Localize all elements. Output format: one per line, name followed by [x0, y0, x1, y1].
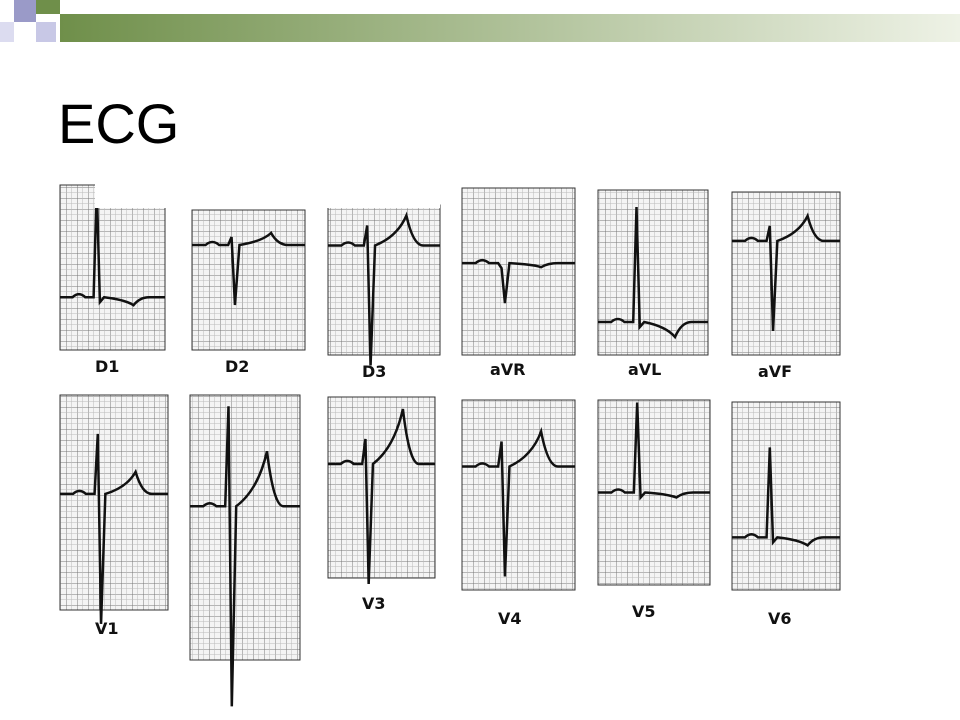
ecg-grid: [327, 204, 441, 356]
ecg-grid: [731, 401, 841, 591]
lead-label: V3: [362, 594, 386, 613]
lead-label: D3: [362, 362, 386, 381]
ecg-grid: [189, 394, 301, 661]
ecg-grid: [59, 184, 166, 351]
ecg-trace: [328, 408, 435, 585]
ecg-grid: [597, 189, 709, 356]
ecg-trace: [190, 406, 300, 707]
lead-label: V4: [498, 609, 522, 628]
ecg-trace: [732, 447, 840, 548]
decoration: [0, 0, 960, 42]
ecg-trace: [328, 211, 440, 366]
ecg-grid: [731, 191, 841, 356]
ecg-grid: [191, 209, 306, 351]
ecg-image: D1 D2 D3 aVR aVL aVF V1 V3 V4 V5 V6: [59, 184, 841, 707]
ecg-trace: [462, 426, 575, 577]
ecg-trace: [192, 231, 305, 306]
ecg-grid: [327, 396, 436, 579]
ecg-trace: [60, 187, 165, 307]
lead-label: aVL: [628, 360, 661, 379]
lead-label: V6: [768, 609, 792, 628]
lead-label: aVR: [490, 360, 526, 379]
ecg-trace: [462, 258, 575, 304]
ecg-grid: [461, 399, 576, 591]
slide-title: ECG: [58, 92, 179, 155]
ecg-grid: [59, 394, 169, 611]
ecg-trace: [732, 212, 840, 331]
ecg-trace: [60, 433, 168, 624]
lead-label: V5: [632, 602, 656, 621]
lead-label: D1: [95, 357, 119, 376]
ecg-grid: [461, 187, 576, 356]
ecg-trace: [598, 206, 708, 340]
lead-label: D2: [225, 357, 249, 376]
lead-label: aVF: [758, 362, 792, 381]
lead-label: V1: [95, 619, 119, 638]
cover: [95, 168, 440, 208]
ecg-trace: [598, 402, 710, 501]
